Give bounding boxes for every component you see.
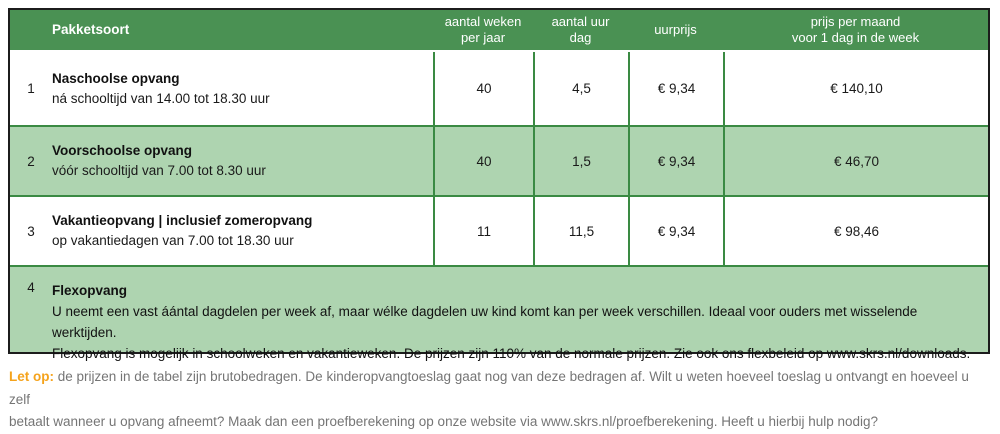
table-header-row: Pakketsoort aantal weken per jaar aantal… — [10, 10, 988, 52]
notice-line-2: betaalt wanneer u opvang afneemt? Maak d… — [9, 414, 879, 429]
monthly-cell: € 140,10 — [723, 52, 988, 125]
weeks-cell: 11 — [433, 197, 533, 265]
weeks-cell: 40 — [433, 127, 533, 195]
package-name-cell: 1 Naschoolse opvang ná schooltijd van 14… — [10, 52, 433, 125]
header-pakketsoort-label: Pakketsoort — [52, 22, 130, 37]
table-row-naschoolse-opvang: 1 Naschoolse opvang ná schooltijd van 14… — [10, 52, 988, 125]
row-number: 3 — [27, 223, 35, 239]
package-name-block: Voorschoolse opvang vóór schooltijd van … — [52, 141, 266, 181]
package-name-block: Vakantieopvang | inclusief zomeropvang o… — [52, 211, 312, 251]
package-name-block: Naschoolse opvang ná schooltijd van 14.0… — [52, 69, 270, 109]
package-name-cell: 2 Voorschoolse opvang vóór schooltijd va… — [10, 127, 433, 195]
package-title: Vakantieopvang | inclusief zomeropvang — [52, 213, 313, 228]
notice-line-1-text: de prijzen in de tabel zijn brutobedrage… — [9, 369, 969, 407]
table-row-flexopvang: 4 Flexopvang U neemt een vast áántal dag… — [10, 265, 988, 361]
weeks-cell: 40 — [433, 52, 533, 125]
hours-cell: 11,5 — [533, 197, 628, 265]
header-weeks-per-year: aantal weken per jaar — [444, 14, 522, 45]
hours-cell: 1,5 — [533, 127, 628, 195]
rate-cell: € 9,34 — [628, 197, 723, 265]
flexopvang-line-1: U neemt een vast áántal dagdelen per wee… — [52, 304, 918, 340]
header-hours-per-day: aantal uur dag — [551, 14, 610, 45]
row-number: 1 — [27, 81, 35, 96]
package-name-cell: 3 Vakantieopvang | inclusief zomeropvang… — [10, 197, 433, 265]
monthly-cell: € 46,70 — [723, 127, 988, 195]
rate-cell: € 9,34 — [628, 127, 723, 195]
row-number: 2 — [27, 153, 35, 169]
header-hourly-rate: uurprijs — [654, 22, 697, 37]
notice-prefix: Let op: — [9, 369, 54, 384]
package-subtitle: ná schooltijd van 14.00 tot 18.30 uur — [52, 90, 270, 106]
row-number: 4 — [27, 280, 35, 295]
table-row-vakantieopvang: 3 Vakantieopvang | inclusief zomeropvang… — [10, 195, 988, 265]
package-title: Voorschoolse opvang — [52, 143, 193, 158]
header-price-per-month: prijs per maand voor 1 dag in de week — [791, 14, 920, 45]
header-pakketsoort: Pakketsoort — [10, 10, 433, 50]
rate-cell: € 9,34 — [628, 52, 723, 125]
footer-notice: Let op: de prijzen in de tabel zijn brut… — [9, 366, 984, 434]
price-table: Pakketsoort aantal weken per jaar aantal… — [8, 8, 990, 361]
package-subtitle: op vakantiedagen van 7.00 tot 18.30 uur — [52, 233, 294, 248]
notice-line-1: Let op: de prijzen in de tabel zijn brut… — [9, 366, 984, 411]
flexopvang-line-2: Flexopvang is mogelijk in schoolweken en… — [52, 346, 971, 361]
package-title: Naschoolse opvang — [52, 70, 180, 86]
table-row-voorschoolse-opvang: 2 Voorschoolse opvang vóór schooltijd va… — [10, 125, 988, 195]
package-subtitle: vóór schooltijd van 7.00 tot 8.30 uur — [52, 163, 266, 178]
flexopvang-text-block: Flexopvang U neemt een vast áántal dagde… — [52, 280, 988, 364]
monthly-cell: € 98,46 — [723, 197, 988, 265]
hours-cell: 4,5 — [533, 52, 628, 125]
package-title: Flexopvang — [52, 283, 128, 298]
